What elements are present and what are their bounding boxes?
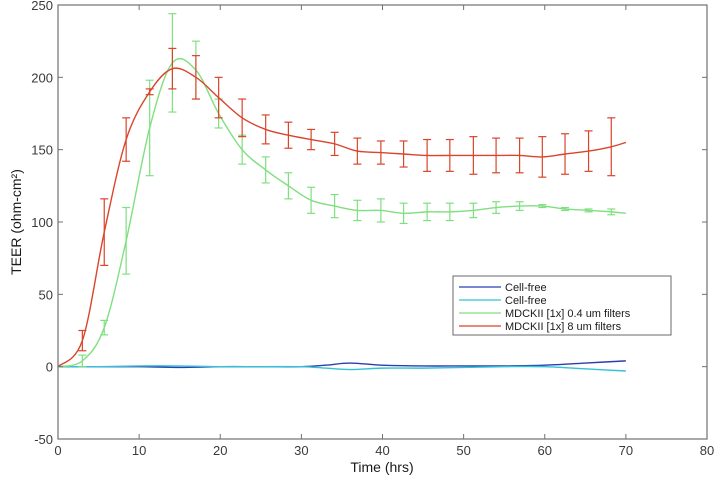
legend-entry-cell-free-2: Cell-free (459, 295, 547, 307)
series-line (57, 57, 626, 368)
legend-label: Cell-free (505, 295, 547, 307)
legend-box (452, 275, 672, 336)
x-tick-label: 60 (538, 443, 552, 458)
y-tick-label: -50 (34, 432, 53, 447)
legend-label: MDCKII [1x] 8 um filters (505, 321, 622, 333)
x-tick-label: 30 (294, 443, 308, 458)
x-axis: 0 10 20 30 40 50 60 70 80 (54, 5, 714, 458)
y-tick-label: 50 (39, 287, 53, 302)
x-tick-label: 70 (619, 443, 633, 458)
y-tick-label: 0 (46, 360, 53, 375)
legend-label: Cell-free (505, 282, 547, 294)
legend: Cell-free Cell-free MDCKII [1x] 0.4 um f… (452, 275, 672, 336)
y-tick-label: 100 (31, 215, 53, 230)
legend-entry-mdckii-04um: MDCKII [1x] 0.4 um filters (459, 308, 631, 320)
x-tick-label: 50 (456, 443, 470, 458)
series-1 (57, 365, 626, 372)
x-tick-label: 10 (132, 443, 146, 458)
series-line (57, 365, 626, 372)
plot-area (57, 13, 627, 372)
x-tick-label: 0 (54, 443, 61, 458)
series-line (57, 67, 627, 368)
legend-entry-mdckii-8um: MDCKII [1x] 8 um filters (459, 321, 622, 333)
y-axis: -50 0 50 100 150 200 250 (31, 0, 707, 447)
x-axis-title: Time (hrs) (350, 459, 413, 475)
series-2 (57, 13, 626, 368)
y-tick-label: 200 (31, 70, 53, 85)
y-tick-label: 150 (31, 143, 53, 158)
series-0 (58, 360, 626, 369)
series-3 (57, 47, 627, 368)
x-tick-label: 80 (700, 443, 714, 458)
legend-label: MDCKII [1x] 0.4 um filters (505, 308, 631, 320)
x-tick-label: 20 (213, 443, 227, 458)
legend-entry-cell-free-1: Cell-free (459, 282, 547, 294)
series-line (58, 360, 626, 369)
y-axis-title: TEER (ohm-cm²) (8, 169, 24, 275)
x-tick-label: 40 (375, 443, 389, 458)
y-tick-label: 250 (31, 0, 53, 13)
